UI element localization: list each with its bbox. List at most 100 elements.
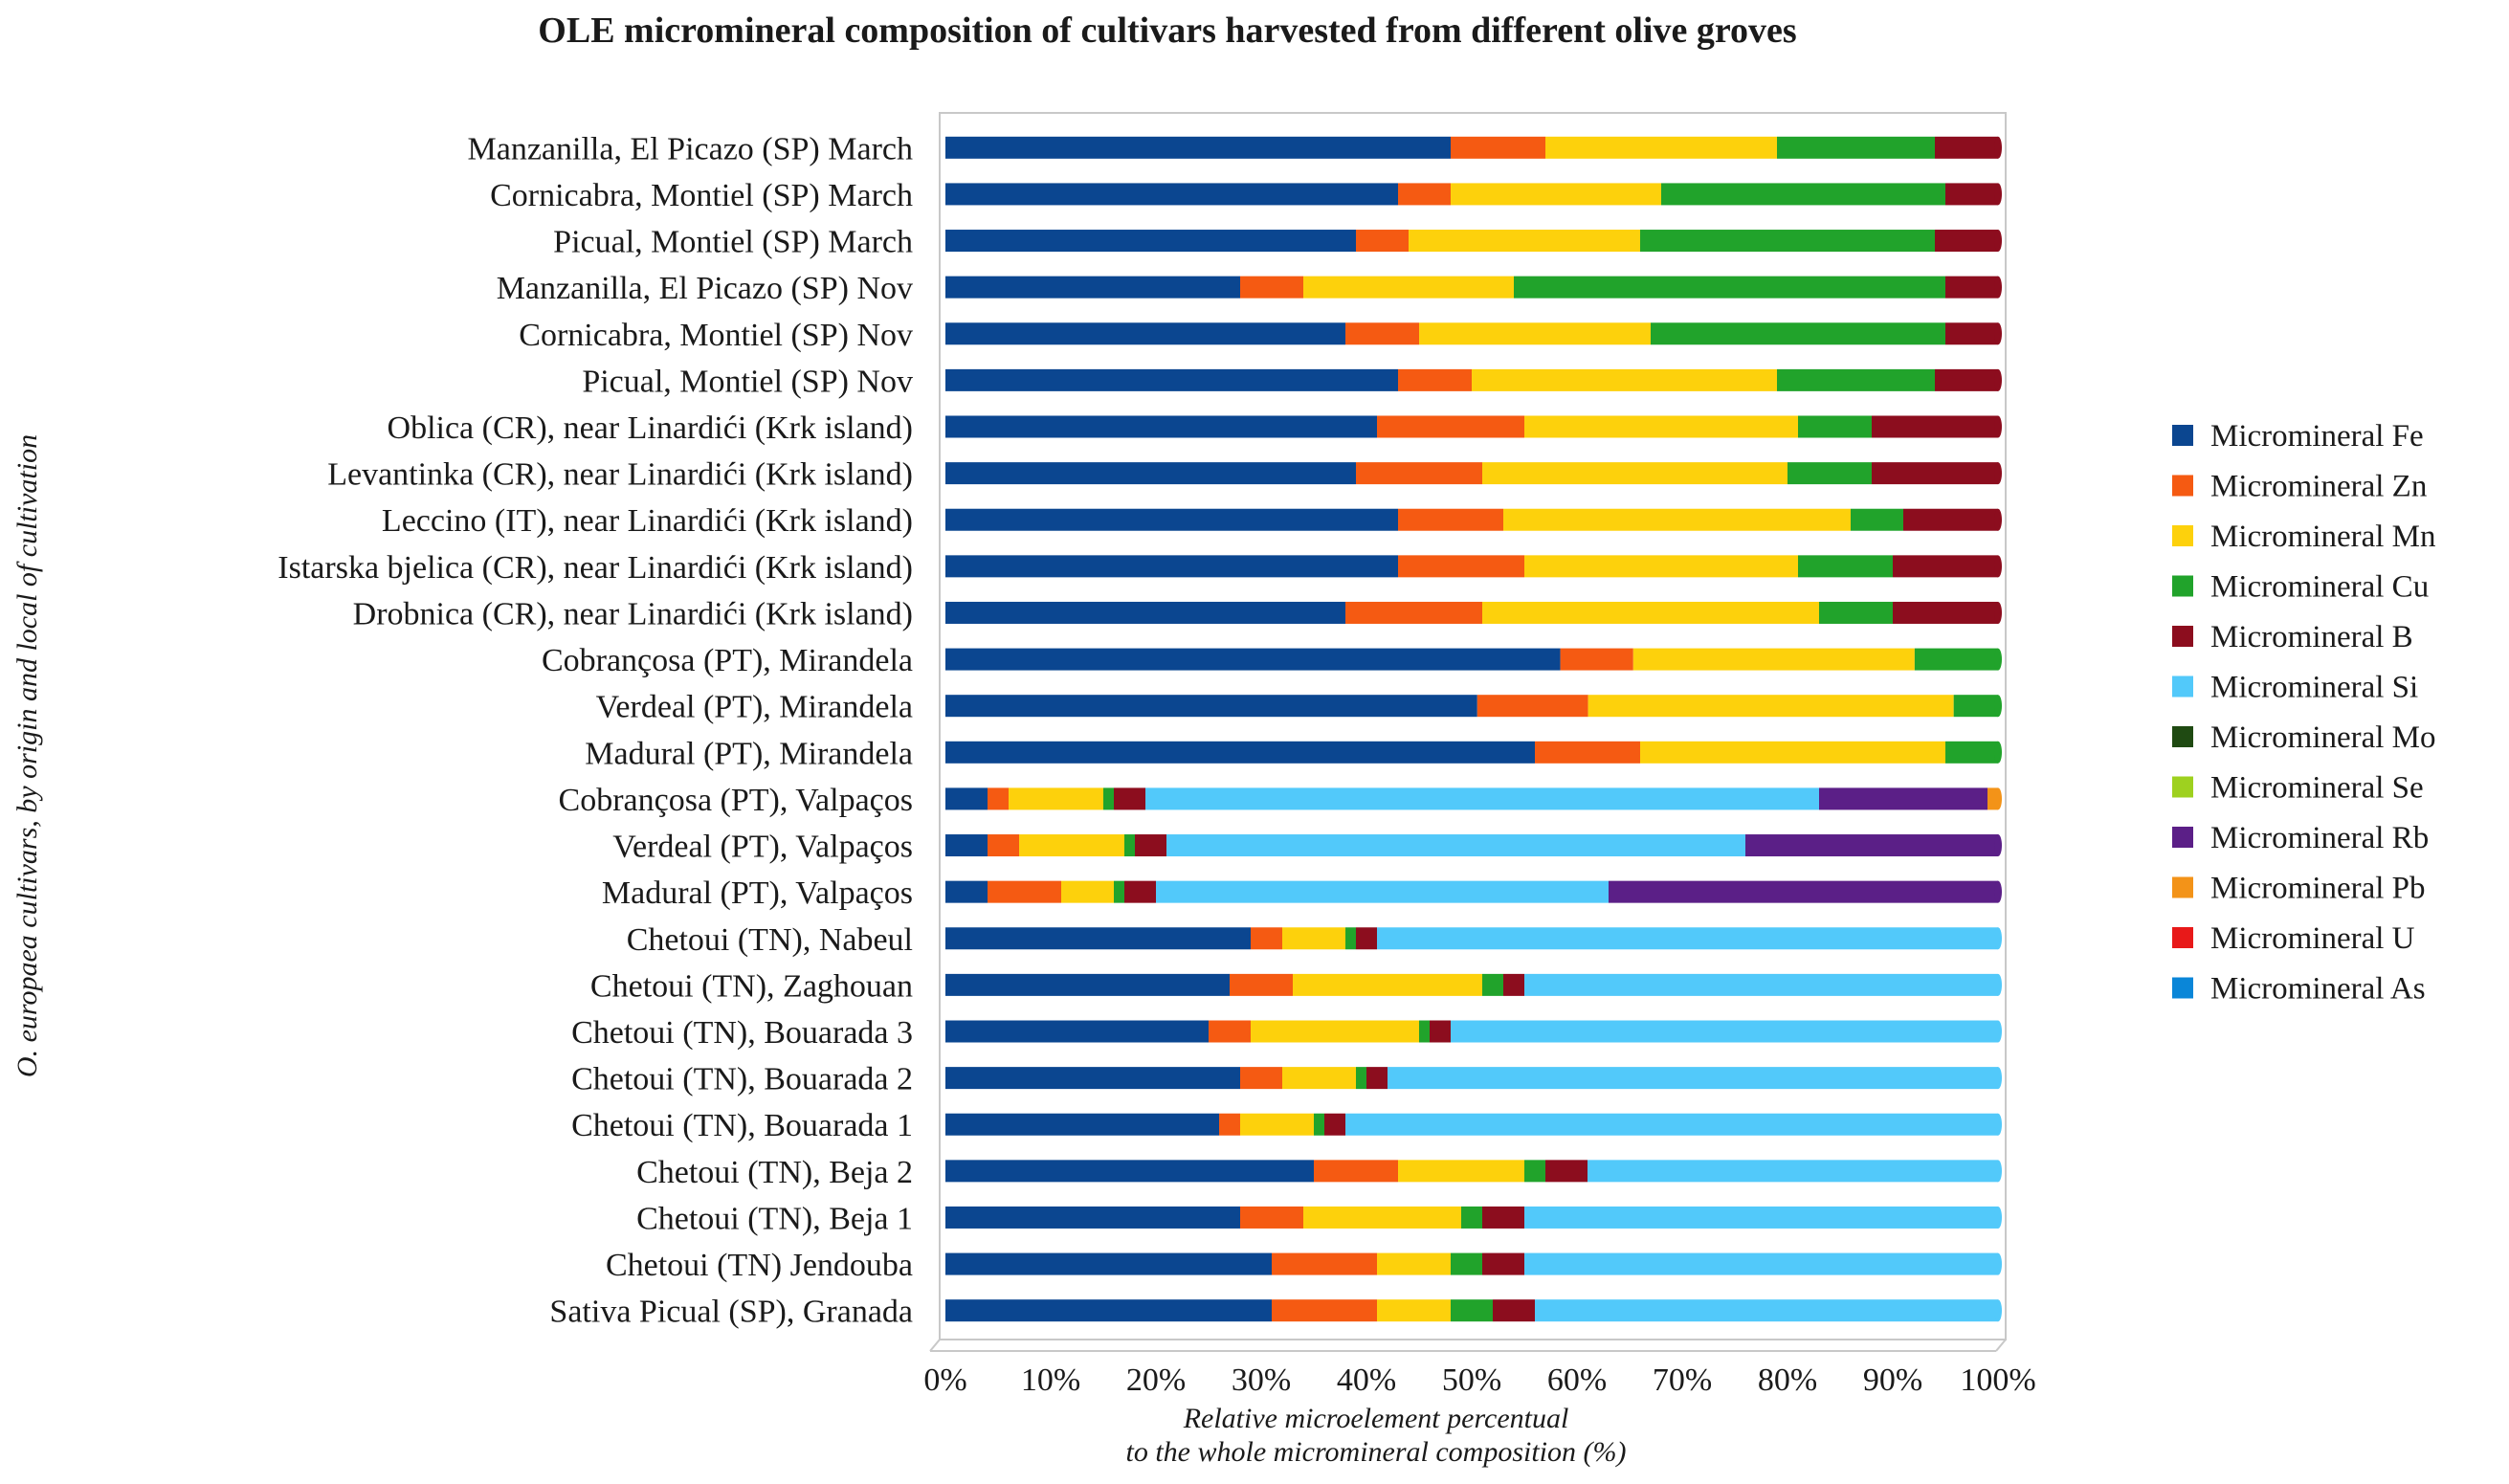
plot-floor-edge-right bbox=[1995, 1339, 2007, 1352]
bar-segment bbox=[945, 880, 988, 903]
category-label: Cornicabra, Montiel (SP) Nov bbox=[519, 318, 913, 353]
bar-segment bbox=[1409, 230, 1640, 253]
bar-segment bbox=[1451, 1020, 1998, 1043]
category-label: Cornicabra, Montiel (SP) March bbox=[490, 178, 913, 213]
bar-segment bbox=[1935, 368, 1998, 391]
legend-label: Micromineral Rb bbox=[2210, 821, 2429, 855]
bar-end-cap bbox=[1994, 601, 2002, 624]
category-label: Madural (PT), Valpaços bbox=[602, 875, 913, 911]
bar-end-cap bbox=[1994, 1252, 2002, 1275]
bar-segment bbox=[1745, 834, 1998, 857]
bar-end-cap bbox=[1994, 555, 2002, 578]
bar-segment bbox=[1366, 1067, 1388, 1090]
bar-segment bbox=[1945, 741, 1998, 764]
category-label: Chetoui (TN), Bouarada 1 bbox=[571, 1108, 913, 1143]
bar-row bbox=[945, 695, 2002, 718]
legend-label: Micromineral B bbox=[2210, 620, 2413, 654]
bar-segment bbox=[945, 1252, 1272, 1275]
bar-segment bbox=[1114, 880, 1124, 903]
bar-row bbox=[945, 834, 2002, 857]
x-tick-label: 0% bbox=[923, 1362, 966, 1398]
category-labels: Manzanilla, El Picazo (SP) March Cornicab… bbox=[278, 131, 913, 1329]
bar-segment bbox=[1535, 1299, 1998, 1322]
bar-segment bbox=[1451, 136, 1545, 159]
y-axis-label: O. europaea cultivars, by origin and loc… bbox=[11, 434, 43, 1077]
bar-segment bbox=[1461, 1206, 1482, 1229]
bar-segment bbox=[1798, 415, 1872, 438]
legend-label: Micromineral Mo bbox=[2210, 720, 2436, 755]
bar-end-cap bbox=[1994, 1020, 2002, 1043]
bar-segment bbox=[1124, 834, 1135, 857]
bar-end-cap bbox=[1994, 880, 2002, 903]
bar-segment bbox=[1472, 368, 1777, 391]
category-label: Sativa Picual (SP), Granada bbox=[549, 1295, 913, 1330]
x-ticks: 0% 10% 20% 30% 40% 50% 60% 70% 80% 90% 100% bbox=[923, 1362, 2035, 1398]
category-label: Picual, Montiel (SP) March bbox=[553, 225, 913, 260]
bar-segment bbox=[945, 1067, 1240, 1090]
bar-segment bbox=[945, 368, 1398, 391]
bar-row bbox=[945, 368, 2002, 391]
bar-segment bbox=[1503, 508, 1851, 531]
bar-segment bbox=[1451, 1299, 1493, 1322]
bar-end-cap bbox=[1994, 834, 2002, 857]
bar-row bbox=[945, 787, 2002, 810]
bar-row bbox=[945, 508, 2002, 531]
bar-segment bbox=[1524, 1206, 1998, 1229]
category-label: Cobrançosa (PT), Mirandela bbox=[542, 643, 913, 678]
x-tick-label: 50% bbox=[1442, 1362, 1501, 1398]
legend-swatch bbox=[2172, 475, 2193, 497]
bar-segment bbox=[1398, 368, 1472, 391]
bar-segment bbox=[1145, 787, 1819, 810]
bar-row bbox=[945, 183, 2002, 206]
bar-segment bbox=[945, 415, 1377, 438]
bar-segment bbox=[1503, 973, 1524, 996]
bar-segment bbox=[945, 1020, 1209, 1043]
bar-segment bbox=[1588, 1160, 1998, 1183]
bars bbox=[945, 136, 2002, 1322]
bar-segment bbox=[1019, 834, 1124, 857]
legend-swatch bbox=[2172, 676, 2193, 698]
bar-segment bbox=[1893, 555, 1998, 578]
bar-segment bbox=[1588, 695, 1954, 718]
category-label: Madural (PT), Mirandela bbox=[585, 736, 913, 771]
bar-end-cap bbox=[1994, 322, 2002, 345]
bar-end-cap bbox=[1994, 787, 2002, 810]
bar-row bbox=[945, 276, 2002, 299]
bar-segment bbox=[1419, 1020, 1430, 1043]
bar-segment bbox=[945, 322, 1345, 345]
bar-segment bbox=[1640, 741, 1945, 764]
bar-segment bbox=[1230, 973, 1293, 996]
category-label: Istarska bjelica (CR), near Linardići (K… bbox=[278, 550, 913, 586]
bar-segment bbox=[945, 601, 1345, 624]
bar-segment bbox=[1272, 1299, 1377, 1322]
bar-segment bbox=[1632, 648, 1915, 671]
bar-segment bbox=[1377, 927, 1998, 950]
legend-swatch bbox=[2172, 726, 2193, 747]
category-label: Chetoui (TN), Beja 1 bbox=[636, 1201, 913, 1236]
category-label: Chetoui (TN), Nabeul bbox=[627, 922, 913, 958]
bar-segment bbox=[1953, 695, 1998, 718]
legend-label: Micromineral Mn bbox=[2210, 520, 2436, 554]
bar-segment bbox=[1303, 276, 1514, 299]
bar-segment bbox=[1514, 276, 1945, 299]
bar-segment bbox=[1524, 973, 1998, 996]
bar-row bbox=[945, 741, 2002, 764]
bar-end-cap bbox=[1994, 1113, 2002, 1136]
bar-row bbox=[945, 880, 2002, 903]
bar-row bbox=[945, 648, 2002, 671]
bar-segment bbox=[945, 973, 1230, 996]
x-tick-label: 30% bbox=[1232, 1362, 1291, 1398]
bar-segment bbox=[1324, 1113, 1345, 1136]
legend-label: Micromineral Fe bbox=[2210, 419, 2424, 454]
bar-segment bbox=[1819, 787, 1987, 810]
legend-item: Micromineral As bbox=[2172, 972, 2426, 1007]
legend-item: Micromineral B bbox=[2172, 620, 2413, 654]
bar-segment bbox=[1493, 1299, 1535, 1322]
bar-segment bbox=[945, 695, 1477, 718]
bar-end-cap bbox=[1994, 927, 2002, 950]
bar-segment bbox=[945, 648, 1561, 671]
bar-segment bbox=[1945, 276, 1998, 299]
legend-item: Micromineral Zn bbox=[2172, 470, 2427, 504]
bar-segment bbox=[1240, 1067, 1282, 1090]
bar-segment bbox=[1345, 322, 1419, 345]
